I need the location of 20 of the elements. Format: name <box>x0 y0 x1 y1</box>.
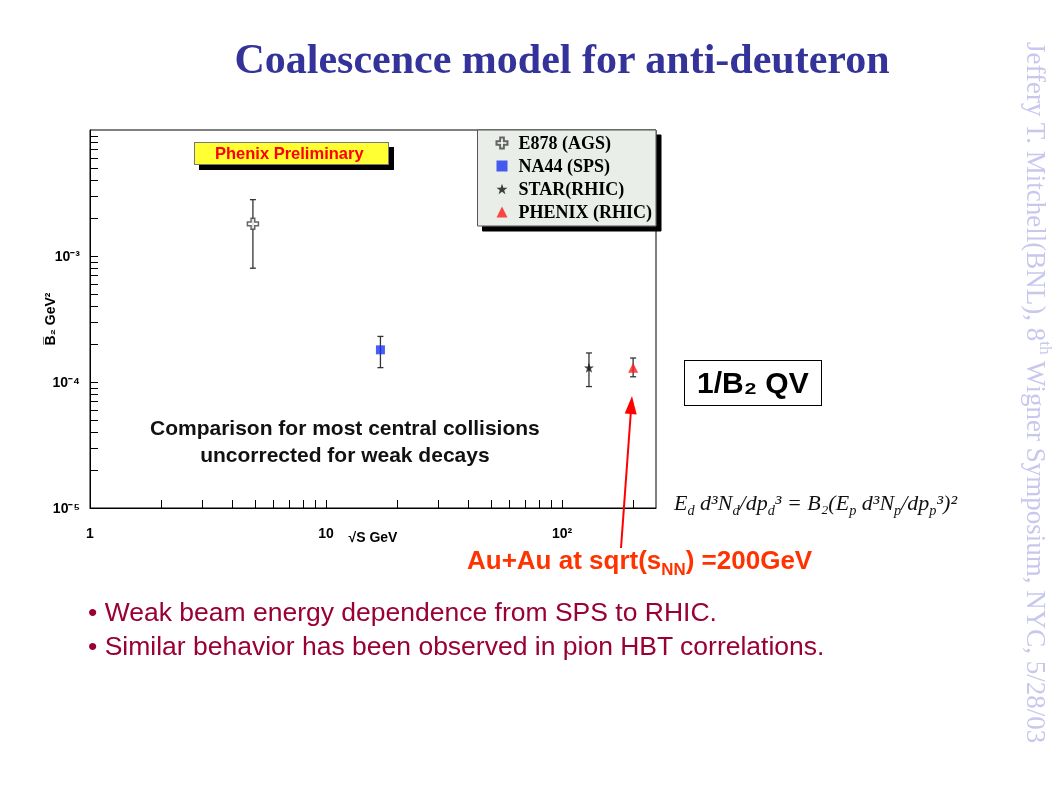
text: Au+Au at sqrt(s$_{NN}$) =200GeV <box>467 545 813 581</box>
text: • Weak beam energy dependence from SPS to RHIC. <box>88 597 717 628</box>
text: 1/B₂ QV <box>684 360 822 406</box>
legend-label: PHENIX (RHIC) <box>518 202 653 223</box>
text: • Similar behavior has been observed in pion HBT correlations. <box>88 631 825 662</box>
legend-label: E878 (AGS) <box>518 133 612 154</box>
annotation: Comparison for most central collisions uncorrected for weak decays <box>150 415 540 468</box>
y-axis-title: B̅₂ GeV² <box>42 292 58 346</box>
x-tick-label: 1 <box>86 525 95 541</box>
y-tick-label: 10⁻⁴ <box>52 374 81 390</box>
legend-label: STAR(RHIC) <box>518 179 625 200</box>
legend-label: NA44 (SPS) <box>518 156 611 177</box>
text: E$_{d}$ d³N$_{d}$/dp$_{d}$³ = B₂(E$_{p}$ d³N$_{p}$/dp$_{p}$³)² <box>674 490 958 519</box>
x-tick-label: 10 <box>318 525 335 541</box>
y-tick-label: 10⁻⁵ <box>52 500 80 516</box>
chart-title: Coalescence model for anti-deuteron <box>233 35 891 84</box>
y-tick-label: 10⁻³ <box>54 248 81 264</box>
annotation: Phenix Preliminary <box>194 142 389 165</box>
x-axis-title: √S GeV <box>348 529 399 545</box>
x-tick-label: 10² <box>551 525 573 541</box>
